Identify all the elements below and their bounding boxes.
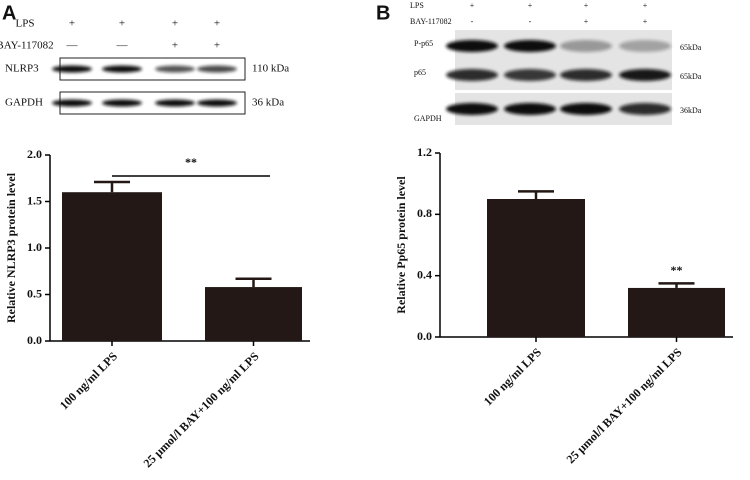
treatment-mark: +	[214, 40, 220, 52]
blot-band	[197, 99, 237, 107]
band-label: GAPDH	[5, 97, 43, 109]
blot-band	[560, 40, 612, 52]
blot-band	[504, 103, 556, 115]
treatment-mark: +	[584, 17, 589, 26]
bar	[205, 287, 302, 341]
band-label: GAPDH	[414, 114, 442, 123]
row-label: LPS	[410, 1, 424, 10]
blot-band	[52, 99, 92, 107]
row-label: BAY-117082	[0, 40, 54, 52]
blot-band	[446, 40, 498, 52]
blot-band	[560, 103, 612, 115]
y-tick-label: 0.8	[417, 206, 432, 220]
x-tick-label: 100 ng/ml LPS	[481, 345, 544, 408]
bar	[62, 192, 162, 341]
treatment-mark: —	[116, 40, 129, 52]
x-tick-label: 25 μmol/l BAY+100 ng/ml LPS	[140, 349, 261, 470]
blot-band	[155, 99, 195, 107]
blot-band	[619, 40, 671, 52]
treatment-mark: +	[643, 1, 648, 10]
y-tick-label: 2.0	[27, 147, 42, 161]
y-tick-label: 1.0	[27, 240, 42, 254]
treatment-mark: +	[172, 40, 178, 52]
blot-band	[446, 69, 498, 81]
blot-band	[619, 103, 671, 115]
band-label: P-p65	[414, 39, 433, 48]
treatment-mark: +	[214, 18, 220, 30]
blot-band	[504, 40, 556, 52]
bar	[628, 287, 725, 337]
treatment-mark: -	[529, 17, 532, 26]
y-tick-label: 1.5	[27, 193, 42, 207]
treatment-mark: +	[172, 18, 178, 30]
y-tick-label: 0.0	[27, 333, 42, 347]
band-size: 65kDa	[680, 43, 702, 52]
band-size: 65kDa	[680, 72, 702, 81]
band-size: 110 kDa	[252, 63, 289, 75]
y-tick-label: 0.5	[27, 286, 42, 300]
significance-label: **	[671, 263, 683, 277]
y-tick-label: 0.4	[417, 267, 432, 281]
x-tick-label: 25 μmol/l BAY+100 ng/ml LPS	[563, 345, 684, 466]
band-size: 36 kDa	[252, 97, 284, 109]
blot-band	[504, 69, 556, 81]
panel-label: B	[376, 2, 390, 24]
band-size: 36kDa	[680, 106, 702, 115]
significance-label: **	[185, 155, 197, 169]
x-tick-label: 100 ng/ml LPS	[57, 349, 120, 412]
y-tick-label: 1.2	[417, 145, 432, 159]
blot-band	[102, 65, 142, 73]
blot-band	[197, 65, 237, 73]
treatment-mark: -	[471, 17, 474, 26]
treatment-mark: +	[584, 1, 589, 10]
panel-label: A	[2, 2, 16, 24]
blot-band	[102, 99, 142, 107]
treatment-mark: +	[69, 18, 75, 30]
treatment-mark: +	[528, 1, 533, 10]
y-axis-label: Relative NLRP3 protein level	[4, 172, 18, 323]
row-label: LPS	[16, 18, 35, 30]
blot-band	[155, 65, 195, 73]
y-tick-label: 0.0	[417, 329, 432, 343]
band-label: NLRP3	[5, 63, 39, 75]
band-label: p65	[414, 68, 426, 77]
blot-band	[619, 69, 671, 81]
treatment-mark: +	[119, 18, 125, 30]
row-label: BAY-117082	[410, 17, 452, 26]
treatment-mark: —	[66, 40, 79, 52]
bar	[487, 199, 585, 337]
treatment-mark: +	[643, 17, 648, 26]
blot-band	[446, 103, 498, 115]
blot-band	[52, 65, 92, 73]
treatment-mark: +	[470, 1, 475, 10]
y-axis-label: Relative Pp65 protein level	[394, 176, 408, 314]
blot-band	[560, 69, 612, 81]
